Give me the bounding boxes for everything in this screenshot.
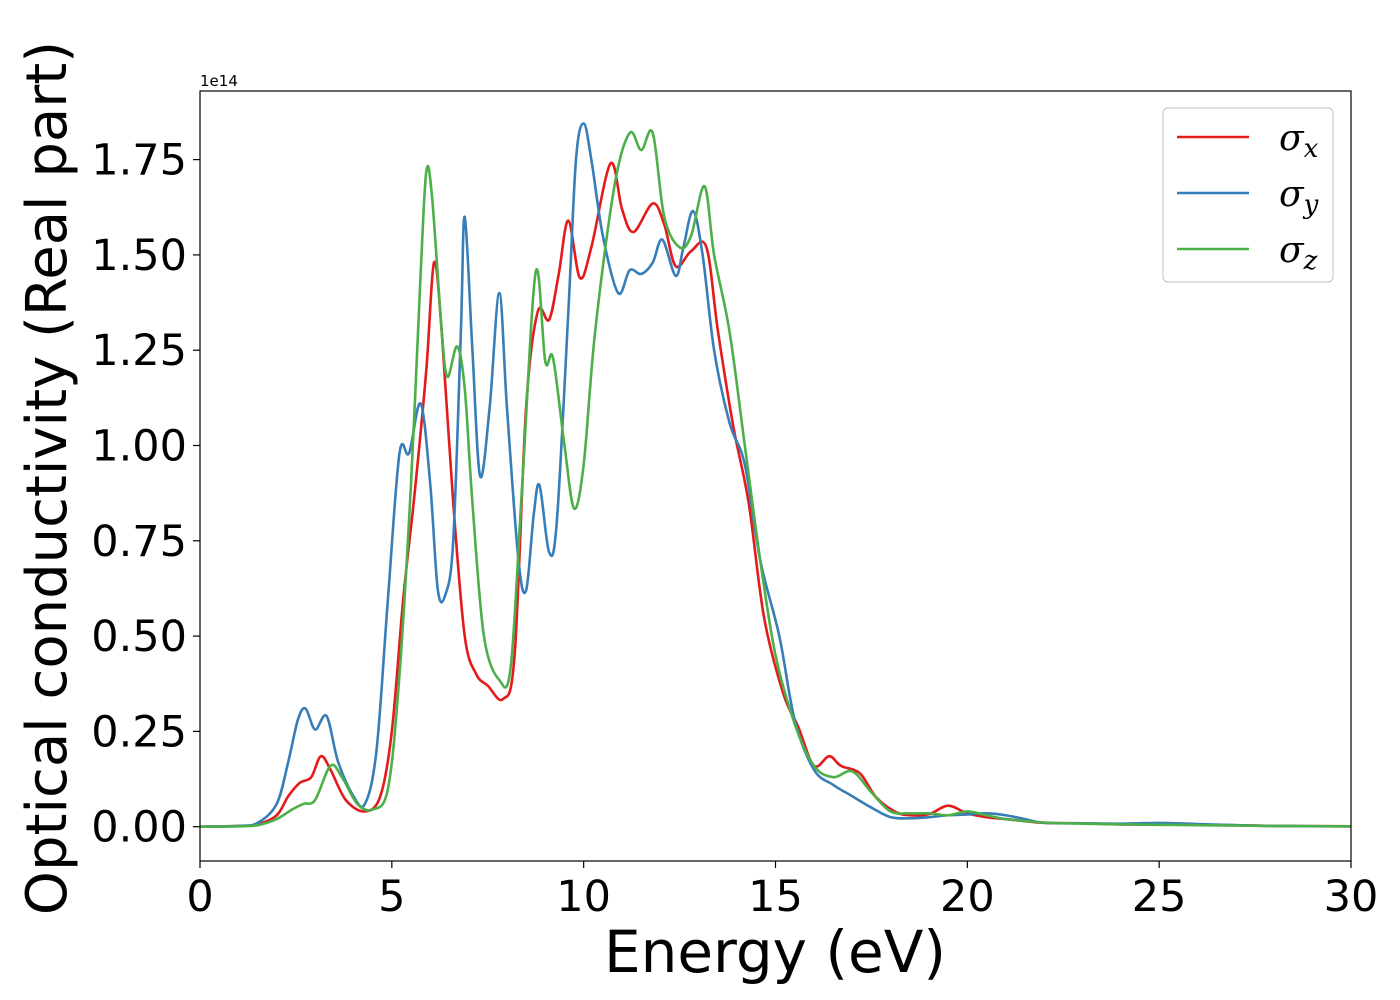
- y-tick-label: 0.00: [91, 803, 187, 853]
- y-tick-label: 0.75: [91, 517, 187, 567]
- x-tick-label: 0: [186, 872, 213, 922]
- y-tick-label: 0.25: [91, 707, 187, 757]
- x-axis-label: Energy (eV): [604, 918, 946, 986]
- y-axis-label: Optical conductivity (Real part): [15, 41, 80, 915]
- y-axis-ticks: 0.00 0.25 0.50 0.75 1.00 1.25 1.50 1.75: [91, 136, 200, 853]
- x-axis-ticks: 0 5 10 15 20 25 30: [186, 861, 1378, 922]
- x-tick-label: 10: [556, 872, 611, 922]
- legend-box: [1162, 107, 1334, 283]
- y-tick-label: 1.75: [91, 136, 187, 186]
- x-tick-label: 15: [748, 872, 803, 922]
- series-line-sigma-y: [200, 122, 1351, 828]
- y-axis-offset-text: 1e14: [200, 72, 238, 90]
- y-tick-label: 1.00: [91, 422, 187, 472]
- series-layer: [200, 122, 1351, 828]
- y-tick-label: 0.50: [91, 612, 187, 662]
- x-tick-label: 30: [1324, 872, 1379, 922]
- x-tick-label: 5: [378, 872, 405, 922]
- series-line-sigma-z: [200, 129, 1351, 828]
- series-line-sigma-x: [200, 161, 1351, 828]
- y-tick-label: 1.25: [91, 326, 187, 376]
- y-tick-label: 1.50: [91, 231, 187, 281]
- x-tick-label: 25: [1132, 872, 1187, 922]
- x-tick-label: 20: [940, 872, 995, 922]
